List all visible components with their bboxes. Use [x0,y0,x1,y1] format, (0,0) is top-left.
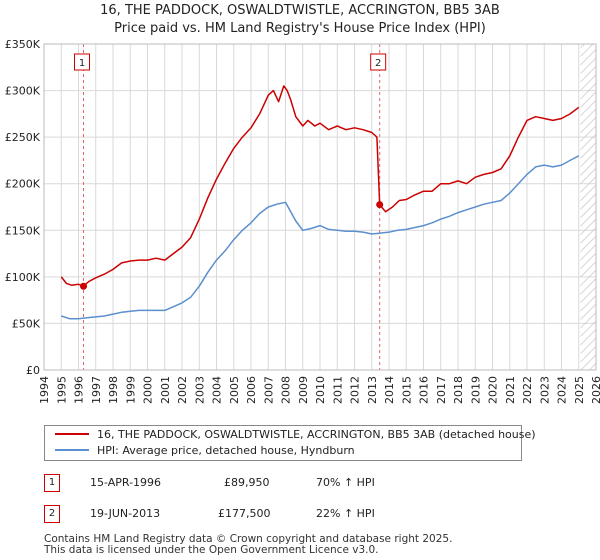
x-tick-label: 2015 [400,376,413,404]
legend-swatch-hpi [55,449,89,451]
legend: 16, THE PADDOCK, OSWALDTWISTLE, ACCRINGT… [44,425,536,461]
x-tick-label: 2020 [487,376,500,404]
x-tick-label: 2018 [452,376,465,404]
x-tick-label: 1997 [90,376,103,404]
x-tick-label: 2008 [280,376,293,404]
legend-item-property: 16, THE PADDOCK, OSWALDTWISTLE, ACCRINGT… [55,427,536,443]
x-tick-label: 2001 [159,376,172,404]
y-tick-label: £350K [5,38,41,51]
x-tick-label: 2011 [331,376,344,404]
x-tick-label: 2013 [366,376,379,404]
y-tick-label: £200K [5,178,41,191]
y-tick-label: £300K [5,85,41,98]
y-tick-label: £100K [5,271,41,284]
transaction-marker: 2 [44,505,60,523]
sale-point [376,201,384,209]
x-tick-label: 2003 [193,376,206,404]
x-tick-label: 2022 [521,376,534,404]
x-tick-label: 1999 [124,376,137,404]
legend-label-hpi: HPI: Average price, detached house, Hynd… [97,444,355,457]
x-tick-label: 1998 [107,376,120,404]
series-line-hpi [61,155,580,320]
x-tick-label: 2009 [297,376,310,404]
x-tick-label: 1995 [55,376,68,404]
x-tick-label: 2019 [469,376,482,404]
x-tick-label: 1994 [38,376,51,404]
transaction-price: £89,950 [224,476,270,489]
x-tick-label: 2016 [418,376,431,404]
x-tick-label: 2000 [142,376,155,404]
annotation-box [370,53,387,71]
transaction-price: £177,500 [218,507,271,520]
y-tick-label: £150K [5,224,41,237]
x-tick-label: 2017 [435,376,448,404]
x-tick-label: 2014 [383,376,396,404]
footer-licence: This data is licensed under the Open Gov… [44,544,379,556]
x-tick-label: 2023 [538,376,551,404]
x-tick-label: 2007 [262,376,275,404]
x-tick-label: 2021 [504,376,517,404]
annotation-box [74,53,91,71]
transaction-hpi: 22% ↑ HPI [316,507,375,520]
x-tick-label: 2006 [245,376,258,404]
x-tick-label: 2025 [573,376,586,404]
legend-swatch-property [55,433,89,435]
annotation-label: 2 [375,58,381,69]
y-tick-label: £0 [26,364,40,377]
x-tick-label: 2026 [590,376,600,404]
transaction-date: 15-APR-1996 [90,476,162,489]
price-chart: £0 £50K £100K £150K £200K £250K £300K £350K 1994… [5,38,600,404]
transaction-hpi: 70% ↑ HPI [316,476,375,489]
x-tick-label: 2005 [228,376,241,404]
x-tick-label: 2004 [211,376,224,404]
x-tick-label: 2010 [314,376,327,404]
chart-title: 16, THE PADDOCK, OSWALDTWISTLE, ACCRINGT… [100,3,500,18]
x-tick-label: 1996 [73,376,86,404]
legend-item-hpi: HPI: Average price, detached house, Hynd… [55,443,355,459]
future-hatch-region [580,44,596,370]
x-tick-label: 2002 [176,376,189,404]
x-tick-label: 2012 [349,376,362,404]
y-tick-label: £250K [5,131,41,144]
y-tick-label: £50K [12,317,41,330]
legend-label-property: 16, THE PADDOCK, OSWALDTWISTLE, ACCRINGT… [97,428,536,441]
sale-point [80,282,88,290]
annotation-label: 1 [79,58,85,69]
footer-copyright: Contains HM Land Registry data © Crown c… [44,533,453,545]
chart-subtitle: Price paid vs. HM Land Registry's House … [114,21,486,36]
x-tick-label: 2024 [556,376,569,404]
transaction-date: 19-JUN-2013 [90,507,161,520]
transaction-marker: 1 [44,474,60,492]
plot-frame [43,43,597,371]
series-line-property [60,85,580,287]
